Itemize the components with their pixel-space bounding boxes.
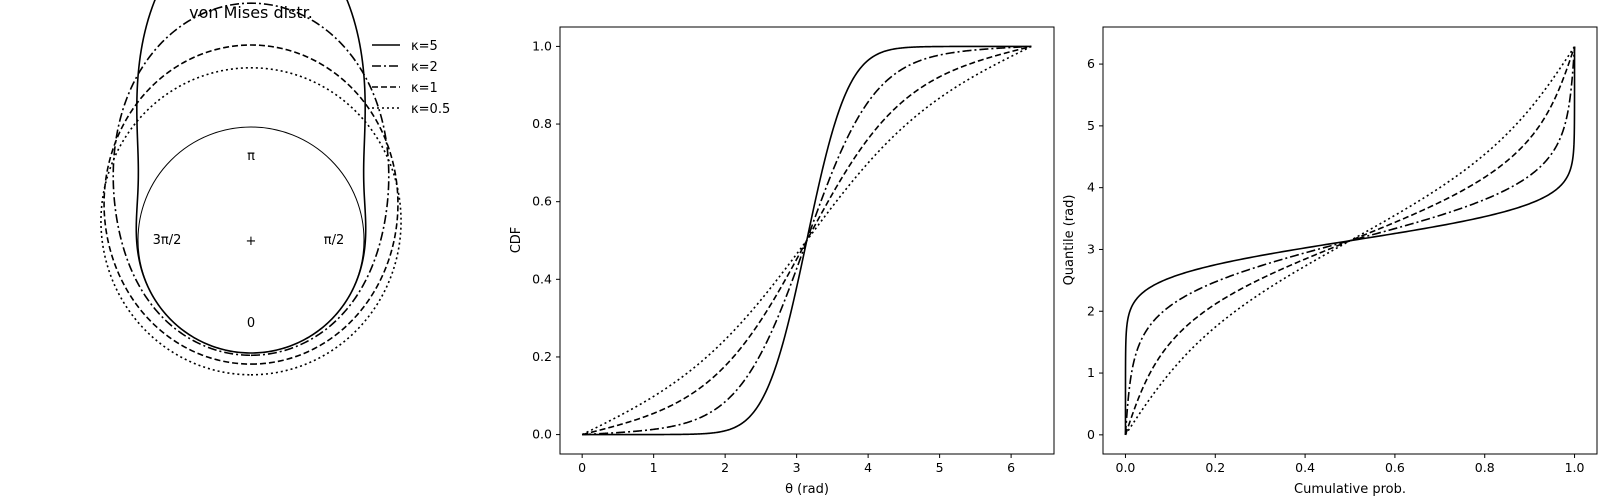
- cdf-ytick-label-5: 1.0: [532, 38, 552, 53]
- angle-label-bottom: 0: [247, 316, 255, 331]
- quantile-xlabel: Cumulative prob.: [1294, 482, 1406, 497]
- quantile-ytick-label-3: 3: [1087, 241, 1095, 256]
- cdf-ytick-label-1: 0.2: [532, 349, 552, 364]
- quantile-curves: [1124, 46, 1576, 436]
- cdf-ytick-label-0: 0.0: [532, 427, 552, 442]
- quantile-series-3: [1124, 46, 1576, 436]
- legend-label-2: κ=1: [411, 81, 438, 96]
- quantile-ytick-label-1: 1: [1087, 365, 1095, 380]
- polar-series-0: [135, 0, 367, 354]
- quantile-ytick-label-4: 4: [1087, 180, 1095, 195]
- quantile-ytick-label-6: 6: [1087, 56, 1095, 71]
- cdf-ytick-label-3: 0.6: [532, 194, 552, 209]
- cdf-axes-frame: [559, 26, 1055, 455]
- cdf-xtick-label-5: 5: [936, 460, 944, 475]
- polar-series-1: [112, 2, 390, 357]
- cdf-xtick-label-2: 2: [721, 460, 729, 475]
- polar-panel: von Mises distr. π 0 3π/2 π/2 + κ=5κ=2κ=…: [100, 0, 450, 376]
- quantile-ticks: 0.0 0.2 0.4 0.6 0.8 1.0 0 1 2 3 4 5 6: [1087, 56, 1584, 475]
- quantile-series-1: [1124, 46, 1576, 435]
- polar-title: von Mises distr.: [189, 3, 313, 22]
- cdf-xtick-label-4: 4: [864, 460, 872, 475]
- legend-label-3: κ=0.5: [411, 102, 450, 117]
- quantile-ytick-label-5: 5: [1087, 118, 1095, 133]
- angle-label-right: π/2: [324, 233, 344, 248]
- cdf-series-3: [581, 45, 1032, 436]
- cdf-ytick-label-2: 0.4: [532, 271, 552, 286]
- quantile-xtick-label-4: 0.8: [1475, 460, 1495, 475]
- polar-curves: [100, 0, 402, 376]
- quantile-xtick-label-3: 0.6: [1385, 460, 1405, 475]
- polar-series-3: [100, 66, 402, 376]
- quantile-panel: 0.0 0.2 0.4 0.6 0.8 1.0 0 1 2 3 4 5 6 Cumulative pro…: [1062, 26, 1598, 497]
- center-marker: +: [246, 234, 257, 249]
- cdf-xlabel: θ (rad): [785, 482, 829, 497]
- cdf-panel: 0 1 2 3 4 5 6 0.0 0.2 0.4 0.6 0.8 1.0 θ (rad) CDF: [509, 26, 1055, 497]
- quantile-xtick-label-5: 1.0: [1565, 460, 1585, 475]
- angle-label-left: 3π/2: [153, 233, 182, 248]
- cdf-curves: [581, 45, 1032, 436]
- cdf-ticks: 0 1 2 3 4 5 6 0.0 0.2 0.4 0.6 0.8 1.0: [532, 38, 1015, 475]
- quantile-ytick-label-2: 2: [1087, 303, 1095, 318]
- cdf-xtick-label-1: 1: [650, 460, 658, 475]
- cdf-xtick-label-0: 0: [578, 460, 586, 475]
- cdf-xtick-label-3: 3: [793, 460, 801, 475]
- polar-series-2: [103, 44, 399, 365]
- quantile-xtick-label-2: 0.4: [1295, 460, 1315, 475]
- legend-label-1: κ=2: [411, 60, 438, 75]
- quantile-ylabel: Quantile (rad): [1062, 195, 1077, 286]
- cdf-xtick-label-6: 6: [1007, 460, 1015, 475]
- quantile-xtick-label-1: 0.2: [1205, 460, 1225, 475]
- quantile-axes-frame: [1102, 26, 1598, 455]
- legend: κ=5 κ=2 κ=1 κ=0.5: [372, 39, 450, 117]
- cdf-ylabel: CDF: [509, 227, 524, 254]
- cdf-series-1: [582, 45, 1032, 436]
- quantile-xtick-label-0: 0.0: [1116, 460, 1136, 475]
- angle-label-top: π: [247, 149, 255, 164]
- legend-label-0: κ=5: [411, 39, 438, 54]
- cdf-ytick-label-4: 0.8: [532, 116, 552, 131]
- quantile-ytick-label-0: 0: [1087, 427, 1095, 442]
